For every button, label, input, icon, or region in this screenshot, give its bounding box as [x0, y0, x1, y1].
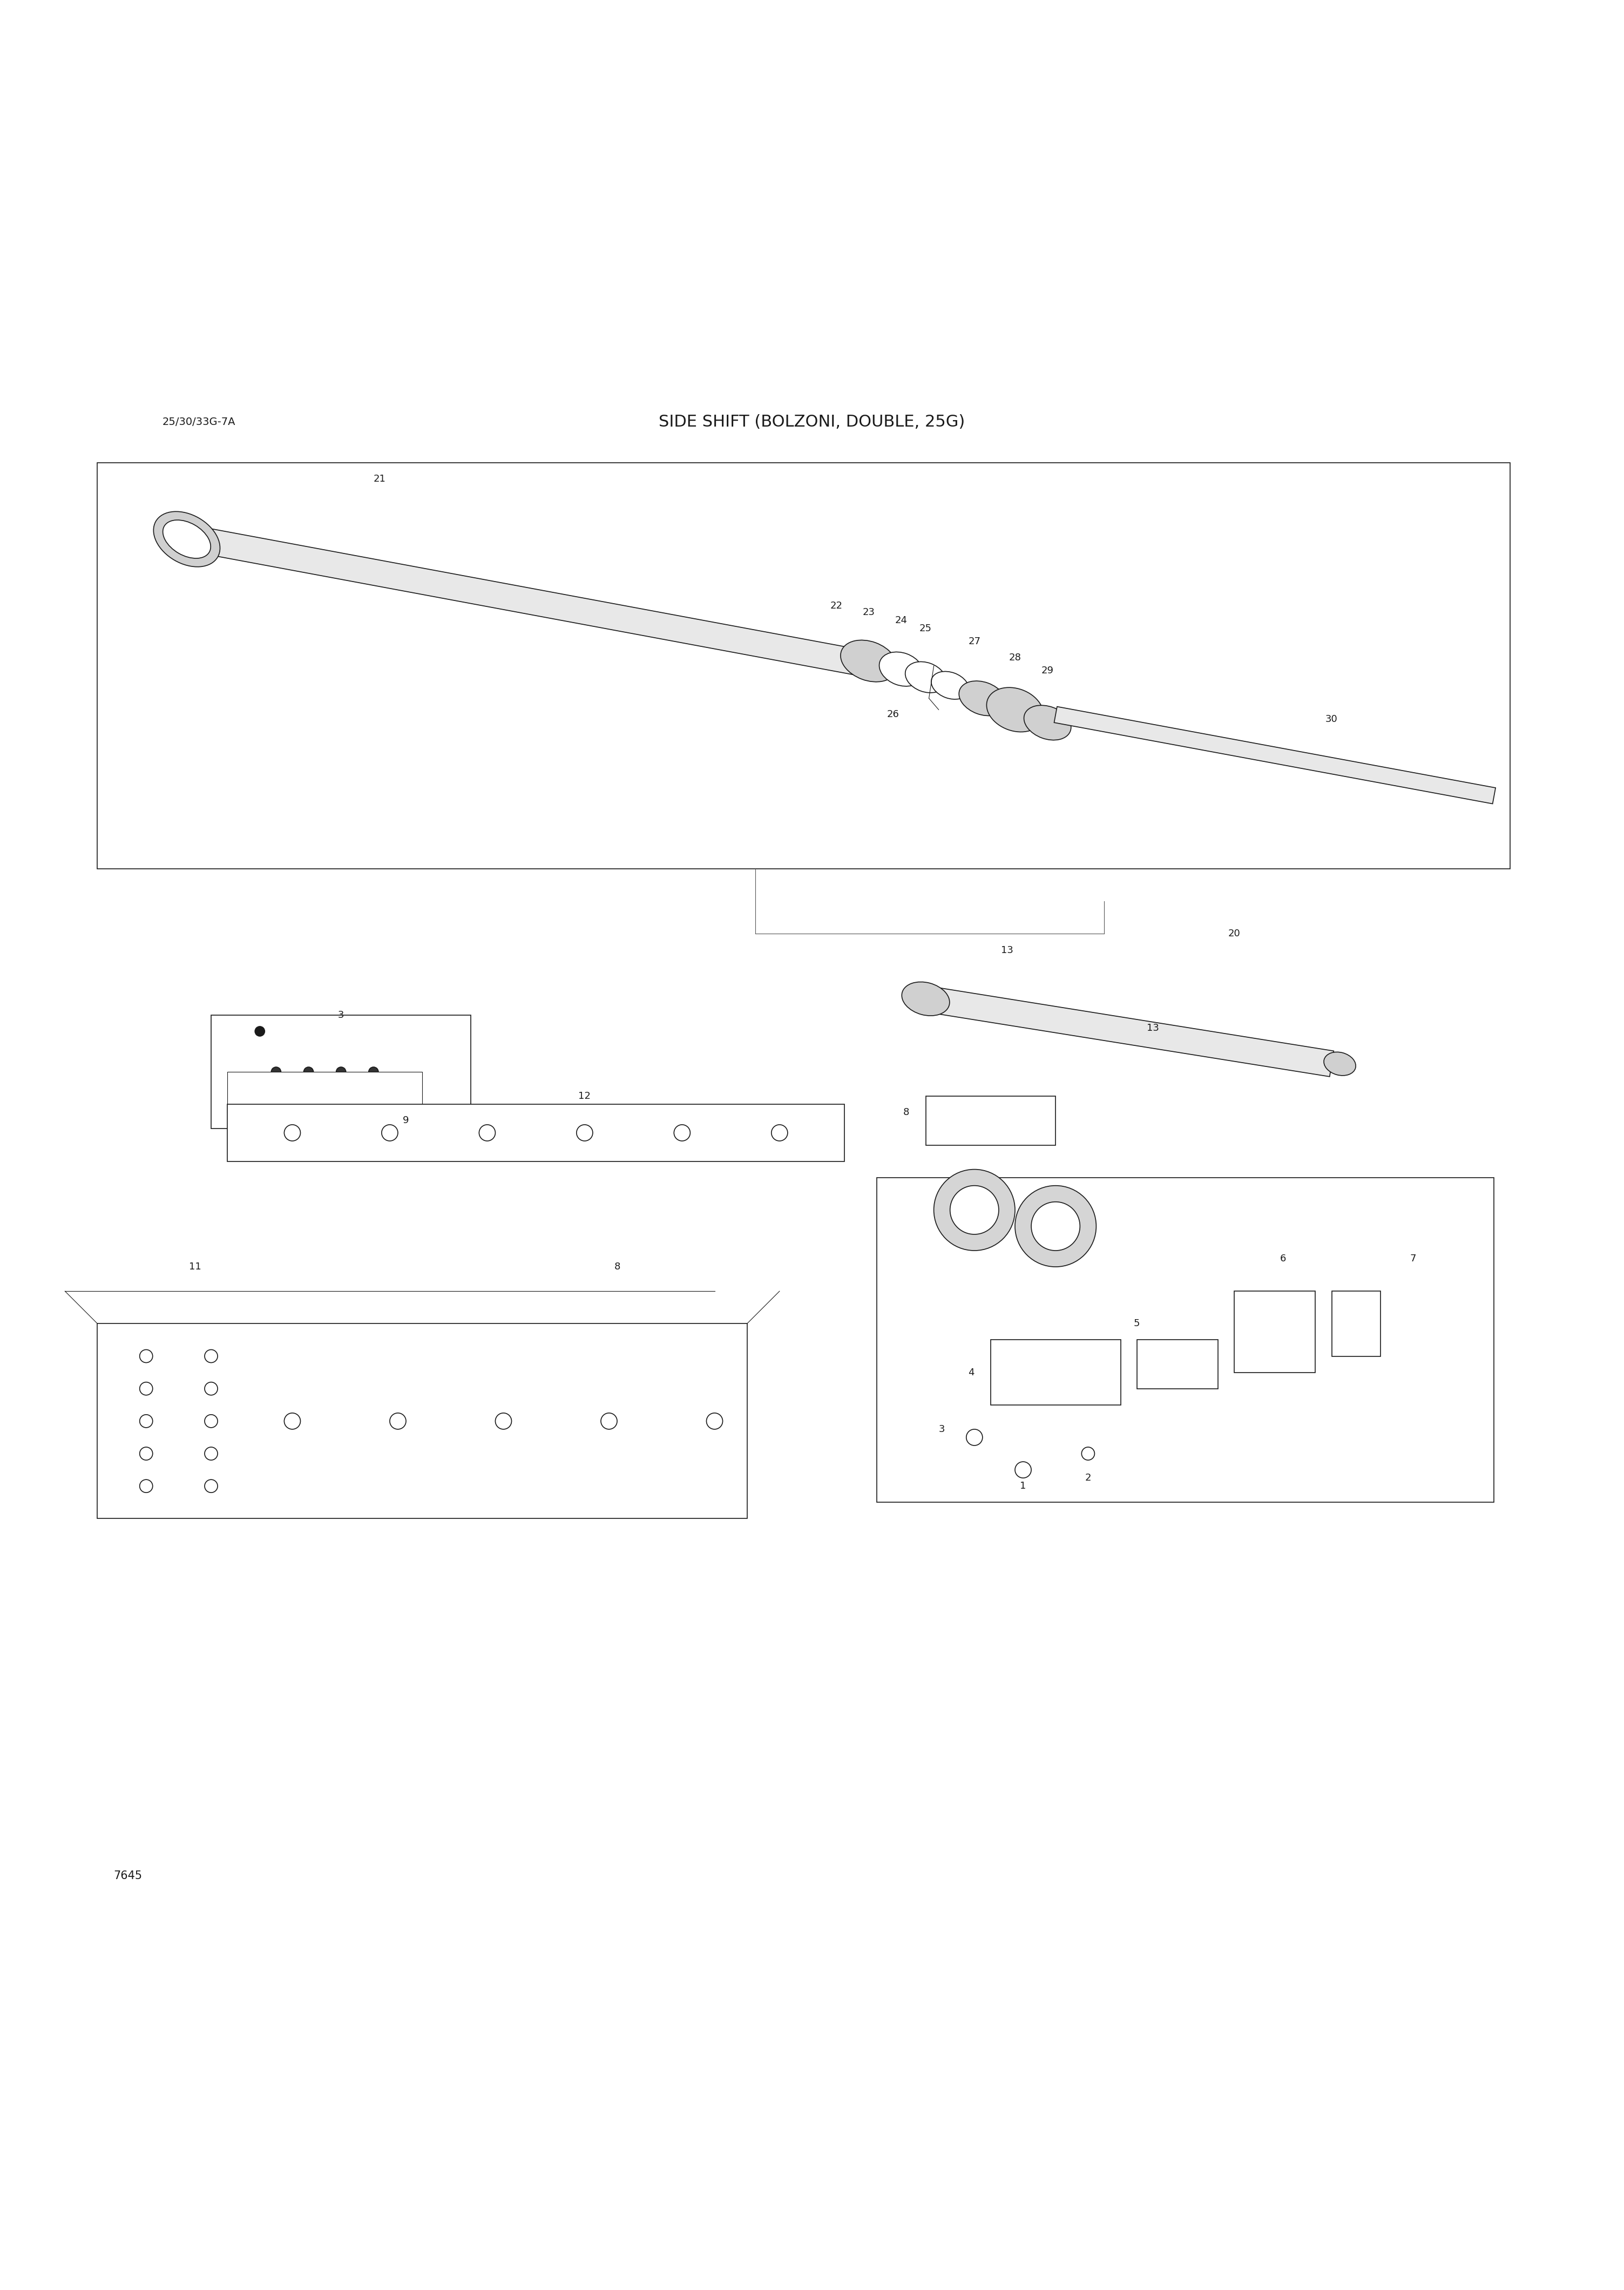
Text: 29: 29 [1041, 666, 1054, 676]
Ellipse shape [905, 662, 947, 694]
Ellipse shape [1023, 705, 1072, 740]
Circle shape [382, 1124, 398, 1140]
Ellipse shape [901, 982, 950, 1017]
Circle shape [1015, 1461, 1031, 1477]
Circle shape [706, 1413, 723, 1429]
Circle shape [140, 1415, 153, 1427]
Bar [211, 1014, 471, 1129]
Text: SIDE SHIFT (BOLZONI, DOUBLE, 25G): SIDE SHIFT (BOLZONI, DOUBLE, 25G) [659, 414, 965, 431]
Text: 12: 12 [578, 1092, 591, 1101]
Text: 11: 11 [188, 1262, 201, 1271]
Text: 7645: 7645 [114, 1871, 143, 1882]
Circle shape [1015, 1186, 1096, 1266]
Text: 13: 13 [1147, 1024, 1160, 1033]
Circle shape [771, 1124, 788, 1140]
Circle shape [140, 1349, 153, 1363]
Circle shape [495, 1413, 512, 1429]
Circle shape [284, 1124, 300, 1140]
Circle shape [284, 1413, 300, 1429]
Bar [991, 1340, 1121, 1404]
Ellipse shape [1324, 1051, 1356, 1076]
Ellipse shape [154, 511, 219, 568]
Bar [97, 1324, 747, 1518]
Text: 27: 27 [968, 637, 981, 646]
Circle shape [966, 1429, 983, 1445]
Bar [227, 1072, 422, 1113]
Circle shape [1031, 1202, 1080, 1250]
Bar [1234, 1292, 1315, 1372]
Circle shape [205, 1415, 218, 1427]
Ellipse shape [958, 680, 1007, 717]
Ellipse shape [841, 641, 896, 682]
Circle shape [479, 1124, 495, 1140]
Text: 22: 22 [830, 600, 843, 611]
Text: 30: 30 [1325, 714, 1338, 724]
Text: 1: 1 [1020, 1482, 1026, 1491]
Text: 8: 8 [903, 1108, 909, 1118]
Circle shape [304, 1067, 313, 1076]
Text: 4: 4 [968, 1367, 974, 1376]
Text: 25/30/33G-7A: 25/30/33G-7A [162, 417, 235, 428]
Text: 13: 13 [1000, 946, 1013, 955]
Bar [926, 1097, 1056, 1145]
Circle shape [601, 1413, 617, 1429]
Text: 7: 7 [1410, 1255, 1416, 1264]
Text: 23: 23 [862, 607, 875, 616]
Text: 2: 2 [1085, 1472, 1091, 1484]
Circle shape [205, 1447, 218, 1461]
Bar [877, 1177, 1494, 1502]
Bar [1332, 1292, 1380, 1356]
Ellipse shape [987, 687, 1043, 733]
Bar [1137, 1340, 1218, 1388]
Text: 6: 6 [1280, 1255, 1286, 1264]
Circle shape [934, 1170, 1015, 1250]
Circle shape [205, 1383, 218, 1395]
Circle shape [390, 1413, 406, 1429]
Text: 28: 28 [1009, 653, 1021, 662]
Circle shape [577, 1124, 593, 1140]
Text: 21: 21 [374, 474, 387, 483]
Text: 25: 25 [919, 623, 932, 634]
Text: 5: 5 [1134, 1319, 1140, 1328]
Circle shape [140, 1479, 153, 1493]
Polygon shape [1054, 708, 1496, 804]
Text: 8: 8 [614, 1262, 620, 1271]
Text: 3: 3 [338, 1010, 344, 1019]
Text: 9: 9 [403, 1115, 409, 1124]
Circle shape [369, 1067, 378, 1076]
Circle shape [255, 1026, 265, 1035]
Ellipse shape [931, 671, 970, 698]
Circle shape [674, 1124, 690, 1140]
Circle shape [140, 1447, 153, 1461]
Bar [227, 1104, 844, 1161]
Circle shape [140, 1383, 153, 1395]
Polygon shape [177, 522, 879, 678]
Polygon shape [924, 987, 1333, 1076]
Ellipse shape [162, 520, 211, 559]
Circle shape [336, 1067, 346, 1076]
Bar [97, 463, 1510, 868]
Text: 3: 3 [939, 1424, 945, 1434]
Circle shape [1082, 1447, 1095, 1461]
Text: 24: 24 [895, 616, 908, 625]
Circle shape [205, 1349, 218, 1363]
Text: 26: 26 [887, 710, 900, 719]
Ellipse shape [879, 653, 924, 687]
Circle shape [271, 1067, 281, 1076]
Circle shape [205, 1479, 218, 1493]
Text: 20: 20 [1228, 930, 1241, 939]
Circle shape [950, 1186, 999, 1234]
